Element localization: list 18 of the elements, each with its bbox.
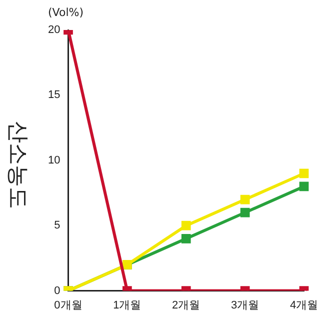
point bbox=[240, 208, 250, 218]
y-axis-title: 산소농도 bbox=[4, 121, 31, 209]
x-tick-label: 0개월 bbox=[54, 299, 82, 312]
y-tick-label: 0 bbox=[54, 284, 60, 297]
y-tick-label: 15 bbox=[48, 89, 60, 102]
x-tick-label: 4개월 bbox=[290, 299, 318, 312]
point bbox=[299, 168, 309, 178]
y-tick-label: 20 bbox=[48, 24, 60, 36]
point bbox=[240, 194, 250, 204]
x-tick-label: 1개월 bbox=[113, 299, 142, 312]
x-tick-label: 2개월 bbox=[172, 299, 200, 312]
point bbox=[181, 220, 191, 230]
y-tick-label: 5 bbox=[54, 220, 60, 232]
point bbox=[181, 234, 191, 244]
x-tick-label: 3개월 bbox=[230, 299, 260, 312]
text: (Vol%) bbox=[48, 6, 84, 19]
y-tick-label: 10 bbox=[48, 154, 60, 166]
point bbox=[299, 182, 309, 192]
